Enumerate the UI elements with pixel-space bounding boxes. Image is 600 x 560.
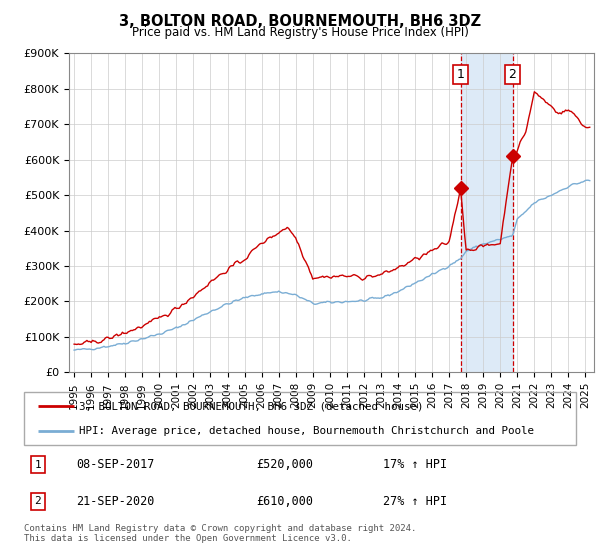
Text: 1: 1 <box>34 460 41 470</box>
Text: Contains HM Land Registry data © Crown copyright and database right 2024.
This d: Contains HM Land Registry data © Crown c… <box>24 524 416 543</box>
Bar <box>461 53 512 372</box>
Text: £610,000: £610,000 <box>256 494 313 508</box>
Text: 08-SEP-2017: 08-SEP-2017 <box>76 458 155 472</box>
Text: 27% ↑ HPI: 27% ↑ HPI <box>383 494 447 508</box>
Text: HPI: Average price, detached house, Bournemouth Christchurch and Poole: HPI: Average price, detached house, Bour… <box>79 426 534 436</box>
Text: 3, BOLTON ROAD, BOURNEMOUTH, BH6 3DZ (detached house): 3, BOLTON ROAD, BOURNEMOUTH, BH6 3DZ (de… <box>79 402 424 412</box>
Text: 1: 1 <box>457 68 464 81</box>
Text: 2: 2 <box>34 496 41 506</box>
Text: Price paid vs. HM Land Registry's House Price Index (HPI): Price paid vs. HM Land Registry's House … <box>131 26 469 39</box>
Text: 3, BOLTON ROAD, BOURNEMOUTH, BH6 3DZ: 3, BOLTON ROAD, BOURNEMOUTH, BH6 3DZ <box>119 14 481 29</box>
Text: 2: 2 <box>509 68 517 81</box>
Text: 17% ↑ HPI: 17% ↑ HPI <box>383 458 447 472</box>
Text: 21-SEP-2020: 21-SEP-2020 <box>76 494 155 508</box>
Text: £520,000: £520,000 <box>256 458 313 472</box>
